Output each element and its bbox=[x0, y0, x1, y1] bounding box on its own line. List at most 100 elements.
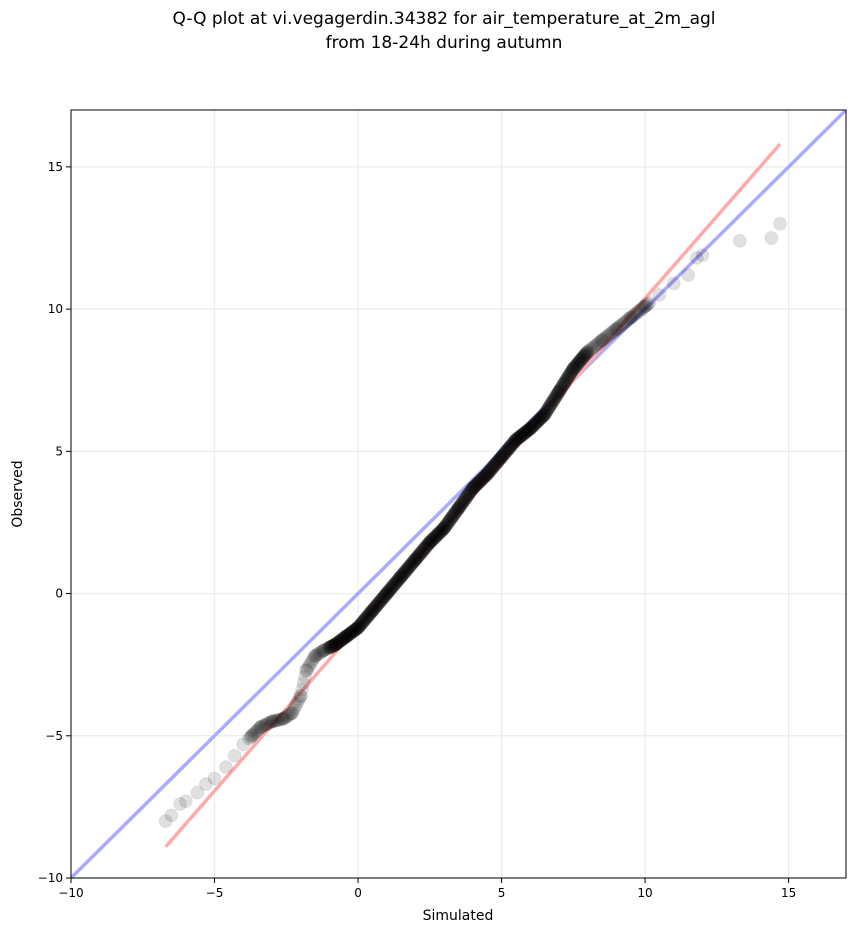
data-point bbox=[593, 334, 608, 349]
data-point bbox=[462, 485, 477, 500]
data-point bbox=[276, 711, 291, 726]
data-point bbox=[567, 360, 582, 375]
data-point bbox=[401, 560, 416, 575]
data-point bbox=[417, 542, 432, 557]
data-point bbox=[638, 299, 653, 314]
data-point bbox=[470, 477, 485, 492]
data-point bbox=[565, 362, 580, 377]
data-point bbox=[381, 584, 396, 599]
data-point bbox=[497, 446, 512, 461]
data-point bbox=[452, 499, 467, 514]
data-point bbox=[410, 549, 425, 564]
data-point bbox=[572, 354, 587, 369]
data-point bbox=[546, 393, 561, 408]
data-point bbox=[562, 367, 577, 382]
data-point bbox=[577, 348, 592, 363]
fit-line bbox=[164, 142, 782, 848]
data-point bbox=[521, 422, 536, 437]
data-point bbox=[338, 629, 353, 644]
data-point bbox=[387, 577, 402, 592]
identity-line bbox=[71, 110, 846, 878]
data-point bbox=[413, 546, 428, 561]
data-point bbox=[400, 561, 415, 576]
data-point bbox=[459, 490, 474, 505]
data-point bbox=[399, 562, 414, 577]
data-point bbox=[502, 440, 517, 455]
data-point bbox=[394, 569, 409, 584]
data-point bbox=[396, 566, 411, 581]
data-point bbox=[569, 358, 584, 373]
data-point bbox=[560, 370, 575, 385]
data-point bbox=[534, 410, 549, 425]
data-point bbox=[566, 361, 581, 376]
data-point bbox=[524, 420, 539, 435]
data-point bbox=[347, 623, 362, 638]
data-point bbox=[368, 600, 383, 615]
data-point bbox=[338, 630, 353, 645]
data-point bbox=[276, 711, 291, 726]
data-point bbox=[326, 638, 341, 653]
data-point bbox=[422, 536, 437, 551]
data-point bbox=[452, 499, 467, 514]
data-point bbox=[376, 590, 391, 605]
data-point bbox=[642, 295, 657, 310]
data-point bbox=[566, 361, 581, 376]
data-point bbox=[368, 599, 383, 614]
data-point bbox=[516, 427, 531, 442]
data-point bbox=[366, 602, 381, 617]
data-point bbox=[449, 504, 464, 519]
data-point bbox=[376, 589, 391, 604]
data-point bbox=[422, 535, 437, 550]
data-point bbox=[263, 715, 278, 730]
data-point bbox=[415, 543, 430, 558]
data-point bbox=[399, 563, 414, 578]
data-point bbox=[358, 611, 373, 626]
data-point bbox=[296, 676, 311, 691]
data-point bbox=[543, 398, 558, 413]
data-point bbox=[571, 355, 586, 370]
data-point bbox=[381, 584, 396, 599]
data-point bbox=[407, 553, 422, 568]
data-point bbox=[418, 540, 433, 555]
y-axis-label: Observed bbox=[10, 460, 26, 527]
data-point bbox=[351, 620, 366, 635]
data-point bbox=[352, 618, 367, 633]
data-point bbox=[636, 300, 651, 315]
data-point bbox=[396, 566, 411, 581]
data-point bbox=[407, 554, 422, 569]
data-point bbox=[326, 638, 341, 653]
data-point bbox=[695, 248, 710, 263]
data-point bbox=[394, 569, 409, 584]
data-point bbox=[380, 585, 395, 600]
data-point bbox=[339, 629, 354, 644]
data-point bbox=[421, 537, 436, 552]
data-point bbox=[454, 497, 469, 512]
data-point bbox=[507, 434, 522, 449]
data-point bbox=[518, 425, 533, 440]
reference-lines bbox=[71, 110, 846, 878]
data-point bbox=[516, 426, 531, 441]
data-point bbox=[633, 302, 648, 317]
data-point bbox=[508, 432, 523, 447]
data-point bbox=[479, 467, 494, 482]
data-point bbox=[610, 320, 625, 335]
data-point bbox=[519, 424, 534, 439]
data-point bbox=[470, 476, 485, 491]
data-point bbox=[344, 625, 359, 640]
data-point bbox=[399, 562, 414, 577]
data-point bbox=[447, 507, 462, 522]
data-point bbox=[264, 714, 279, 729]
data-point bbox=[523, 421, 538, 436]
data-point bbox=[371, 595, 386, 610]
data-point bbox=[293, 688, 308, 703]
data-point bbox=[295, 682, 310, 697]
data-point bbox=[338, 630, 353, 645]
data-point bbox=[429, 528, 444, 543]
data-point bbox=[412, 548, 427, 563]
data-point bbox=[249, 724, 264, 739]
data-point bbox=[445, 510, 460, 525]
data-point bbox=[487, 458, 502, 473]
data-point bbox=[190, 785, 205, 800]
data-point bbox=[415, 543, 430, 558]
data-point bbox=[455, 495, 470, 510]
